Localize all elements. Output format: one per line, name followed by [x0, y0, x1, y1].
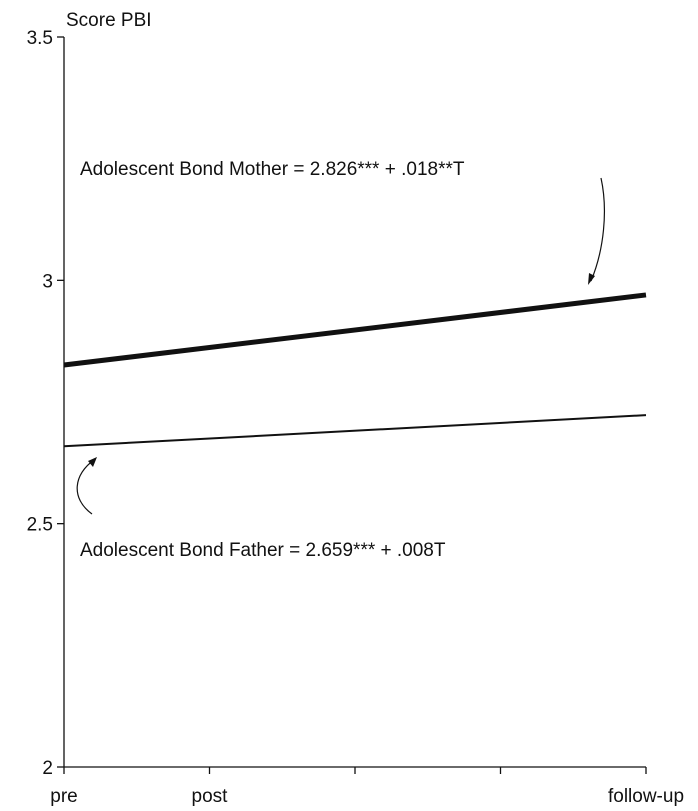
- arrow-father-curve: [76, 459, 95, 515]
- series-layer: [63, 292, 647, 448]
- x-tick-label-4: follow-up: [608, 786, 684, 807]
- arrow-mother-curve: [590, 177, 605, 282]
- series-line-1: [63, 414, 647, 448]
- axes: 2 2.5 3 3.5 pre post follow-up: [27, 28, 684, 807]
- y-tick-label-0: 2: [42, 758, 53, 779]
- y-tick-label-1: 2.5: [27, 515, 53, 536]
- x-tick-label-1: post: [192, 786, 229, 807]
- y-tick-label-2: 3: [42, 271, 53, 292]
- arrow-father-head: [88, 457, 97, 467]
- y-axis-label: Score PBI: [66, 10, 152, 31]
- y-tick-label-3: 3.5: [27, 28, 53, 49]
- equation-father: Adolescent Bond Father = 2.659*** + .008…: [80, 540, 446, 561]
- series-line-0: [63, 292, 647, 368]
- x-tick-label-0: pre: [50, 786, 77, 807]
- equation-mother: Adolescent Bond Mother = 2.826*** + .018…: [80, 159, 465, 180]
- arrow-mother-head: [588, 273, 595, 285]
